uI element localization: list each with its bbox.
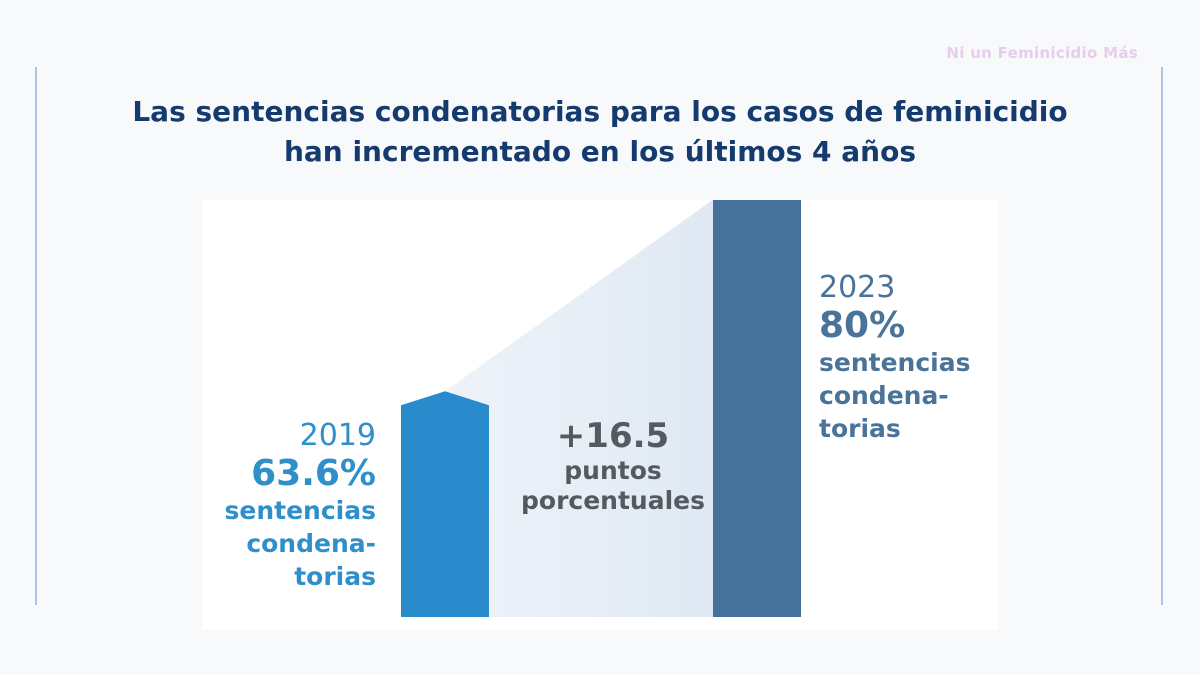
difference-value: +16.5 xyxy=(556,416,670,456)
year-label-2019: 2019 xyxy=(299,418,376,453)
bar-2023 xyxy=(713,200,801,617)
desc-label-2019: sentencias condena- torias xyxy=(224,496,376,591)
difference-label: +16.5 puntos porcentuales xyxy=(493,416,733,516)
chart-panel: 2019 63.6% sentencias condena- torias 20… xyxy=(203,200,998,630)
value-label-2019: 63.6% xyxy=(251,453,376,494)
brand-label: Ni un Feminicidio Más xyxy=(946,44,1138,62)
value-label-2023: 80% xyxy=(819,305,906,346)
difference-desc: puntos porcentuales xyxy=(521,456,705,515)
chart-svg xyxy=(401,200,801,617)
increase-wedge xyxy=(445,200,754,617)
desc-label-2023: sentencias condena- torias xyxy=(819,348,971,443)
bar-label-2023: 2023 80% sentencias condena- torias xyxy=(819,270,970,445)
page-title: Las sentencias condenatorias para los ca… xyxy=(60,92,1140,172)
bar-2019 xyxy=(401,391,489,617)
right-divider xyxy=(1161,67,1163,605)
title-line-2: han incrementado en los últimos 4 años xyxy=(283,135,917,168)
year-label-2023: 2023 xyxy=(819,270,896,305)
left-divider xyxy=(35,67,37,605)
bar-label-2019: 2019 63.6% sentencias condena- torias xyxy=(225,418,376,593)
title-line-1: Las sentencias condenatorias para los ca… xyxy=(132,95,1068,128)
